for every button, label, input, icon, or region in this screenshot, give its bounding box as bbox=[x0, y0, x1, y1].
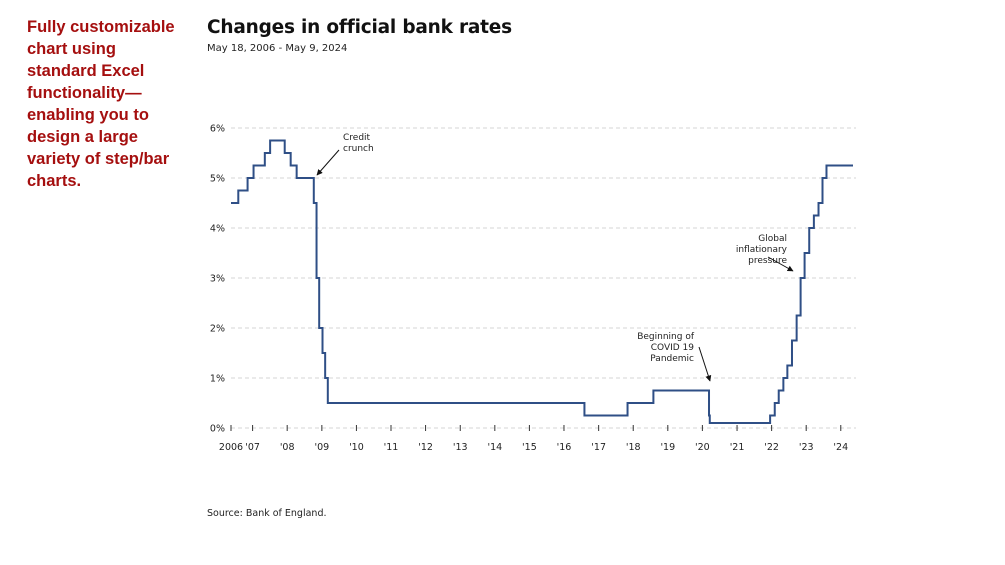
y-tick-label: 1% bbox=[210, 374, 225, 385]
annotation-text: COVID 19 bbox=[651, 343, 695, 353]
side-note-line: functionality— bbox=[27, 84, 142, 102]
x-tick-label: '18 bbox=[626, 442, 641, 453]
x-tick-label: '13 bbox=[453, 442, 468, 453]
x-tick-label: '15 bbox=[522, 442, 537, 453]
side-note-line: Fully customizable bbox=[27, 18, 175, 36]
y-tick-label: 3% bbox=[210, 274, 225, 285]
x-tick-label: '11 bbox=[384, 442, 399, 453]
side-note: Fully customizable chart using standard … bbox=[27, 16, 192, 192]
y-axis: 0% 1% 2% 3% 4% 5% 6% bbox=[210, 124, 225, 435]
gridlines bbox=[231, 127, 856, 429]
x-tick-label: '16 bbox=[557, 442, 572, 453]
annotation-text: Global bbox=[758, 234, 787, 244]
x-axis: 2006'07 '08 '09 '10 '11 '12 '13 '14 '15 '16 '17 '18… bbox=[219, 425, 848, 453]
chart-title: Changes in official bank rates bbox=[207, 17, 512, 38]
annotation-text: Beginning of bbox=[637, 332, 695, 342]
x-tick-label: '19 bbox=[660, 442, 675, 453]
side-note-line: variety of step/bar bbox=[27, 150, 170, 168]
x-tick-label: '14 bbox=[487, 442, 502, 453]
annotation-arrow bbox=[698, 346, 712, 382]
x-tick-label: '20 bbox=[695, 442, 710, 453]
x-tick-label: '22 bbox=[764, 442, 779, 453]
x-tick-label: 2006 bbox=[219, 442, 243, 453]
chart-subtitle: May 18, 2006 - May 9, 2024 bbox=[207, 43, 348, 54]
x-tick-label: '17 bbox=[591, 442, 606, 453]
side-note-line: enabling you to bbox=[27, 106, 149, 124]
side-note-line: charts. bbox=[27, 172, 82, 190]
annotation-text: crunch bbox=[343, 144, 374, 154]
rate-step-line bbox=[231, 139, 853, 424]
x-tick-label: '12 bbox=[418, 442, 433, 453]
annotation-arrow bbox=[767, 256, 794, 272]
series bbox=[231, 139, 853, 424]
y-tick-label: 0% bbox=[210, 424, 225, 435]
annotation-text: inflationary bbox=[736, 245, 788, 255]
annotation-text: Credit bbox=[343, 133, 371, 143]
y-tick-label: 5% bbox=[210, 174, 225, 185]
side-note-line: standard Excel bbox=[27, 62, 145, 80]
x-tick-label: '21 bbox=[730, 442, 745, 453]
x-tick-label: '24 bbox=[833, 442, 848, 453]
y-tick-label: 2% bbox=[210, 324, 225, 335]
side-note-line: chart using bbox=[27, 40, 116, 58]
chart-source: Source: Bank of England. bbox=[207, 508, 327, 519]
x-tick-label: '07 bbox=[245, 442, 260, 453]
annotation-text: pressure bbox=[748, 256, 787, 266]
y-tick-label: 4% bbox=[210, 224, 225, 235]
x-tick-label: '09 bbox=[314, 442, 329, 453]
x-tick-label: '10 bbox=[349, 442, 364, 453]
annotation-text: Pandemic bbox=[650, 354, 694, 364]
side-note-line: design a large bbox=[27, 128, 138, 146]
annotation-arrow bbox=[316, 149, 340, 176]
x-tick-label: '23 bbox=[799, 442, 814, 453]
y-tick-label: 6% bbox=[210, 124, 225, 135]
x-tick-label: '08 bbox=[280, 442, 295, 453]
